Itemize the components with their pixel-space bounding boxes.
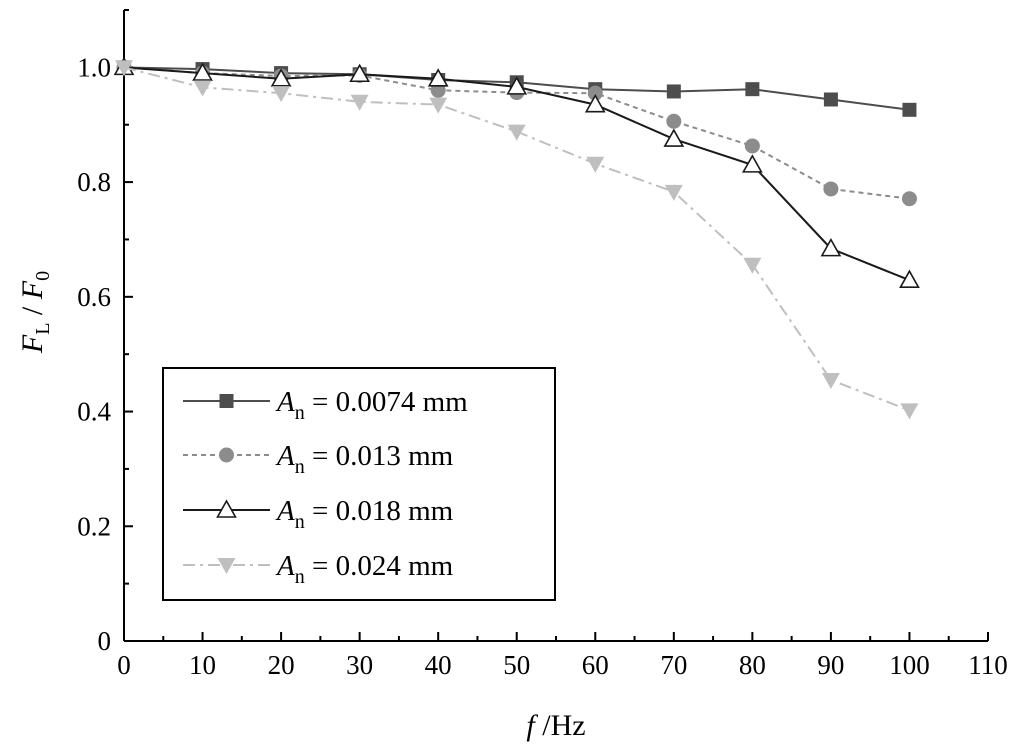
y-tick-label: 0 (98, 626, 112, 656)
legend-entry: An = 0.0074 mm (183, 386, 468, 424)
legend-marker-square (219, 394, 234, 408)
data-point-triangle-up (427, 68, 449, 87)
data-point-triangle-up (270, 68, 292, 87)
data-point-triangle-up (663, 128, 685, 147)
y-tick-label: 0.4 (77, 397, 111, 427)
x-tick-label: 30 (346, 650, 373, 680)
x-tick-label: 90 (817, 650, 844, 680)
legend-entry: An = 0.013 mm (183, 440, 454, 478)
data-point-circle (901, 191, 917, 207)
data-point-circle (744, 138, 760, 154)
x-tick-label: 0 (117, 650, 131, 680)
x-tick-label: 50 (503, 650, 530, 680)
legend-label: An = 0.0074 mm (275, 386, 468, 424)
y-tick-label: 0.6 (77, 282, 111, 312)
legend-label: An = 0.013 mm (275, 440, 454, 478)
data-point-triangle-up (216, 499, 237, 518)
data-point-triangle-down (743, 257, 762, 274)
data-point-triangle-down (821, 372, 840, 389)
data-point-triangle-down (115, 60, 133, 77)
data-point-square (666, 84, 681, 99)
x-tick-label: 20 (268, 650, 295, 680)
x-tick-label: 80 (739, 650, 766, 680)
data-point-triangle-up (192, 62, 213, 81)
data-point-square (823, 92, 838, 107)
y-tick-label: 0.2 (77, 511, 111, 541)
x-tick-label: 10 (189, 650, 216, 680)
data-point-triangle-down (664, 184, 683, 201)
legend-marker-triangle-down (217, 558, 236, 574)
data-point-triangle-up (899, 269, 920, 288)
data-point-triangle-up (820, 238, 842, 257)
y-tick-label: 1.0 (77, 52, 111, 82)
legend-marker-circle (219, 447, 234, 463)
legend-label: An = 0.024 mm (275, 550, 454, 588)
data-point-triangle-up (584, 94, 606, 113)
series-line (123, 66, 910, 412)
data-point-triangle-down (429, 97, 448, 114)
y-tick-label: 0.8 (77, 167, 111, 197)
data-point-triangle-up (741, 154, 763, 173)
x-tick-label: 60 (582, 650, 609, 680)
series (115, 60, 919, 420)
legend-entry: An = 0.018 mm (183, 495, 454, 533)
series-layer (113, 56, 920, 420)
data-point-square (902, 102, 917, 117)
data-point-triangle-down (272, 86, 291, 103)
x-tick-label: 70 (660, 650, 687, 680)
x-tick-label: 110 (968, 650, 1008, 680)
data-point-square (219, 394, 234, 408)
data-point-triangle-down (193, 80, 212, 97)
data-point-triangle-up (349, 63, 371, 83)
legend: An = 0.0074 mm An = 0.013 mm An = 0.018 … (162, 367, 556, 601)
series-line (123, 66, 910, 200)
data-point-triangle-down (507, 124, 526, 141)
data-point-triangle-down (900, 403, 919, 420)
data-point-triangle-up (506, 76, 528, 95)
x-tick-label: 40 (425, 650, 452, 680)
data-point-circle (666, 113, 682, 129)
data-point-triangle-down (586, 156, 605, 173)
legend-entry: An = 0.024 mm (183, 550, 454, 588)
x-tick-label: 100 (889, 650, 930, 680)
data-point-circle (823, 181, 839, 197)
data-point-circle (219, 447, 234, 463)
x-axis-title: f /Hz (526, 709, 585, 742)
data-point-triangle-down (350, 94, 369, 111)
data-point-square (745, 82, 760, 97)
data-point-triangle-down (217, 558, 236, 574)
y-axis-title: FL / F0 (16, 271, 54, 354)
series (113, 56, 920, 288)
axes: 0 10 20 30 40 50 60 70 80 90 100 110 0 0.2 0.4 0.6 0.8 1.… (77, 9, 1008, 680)
legend-marker-triangle-up (216, 499, 237, 518)
data-point-circle (587, 85, 603, 101)
legend-label: An = 0.018 mm (275, 495, 454, 533)
